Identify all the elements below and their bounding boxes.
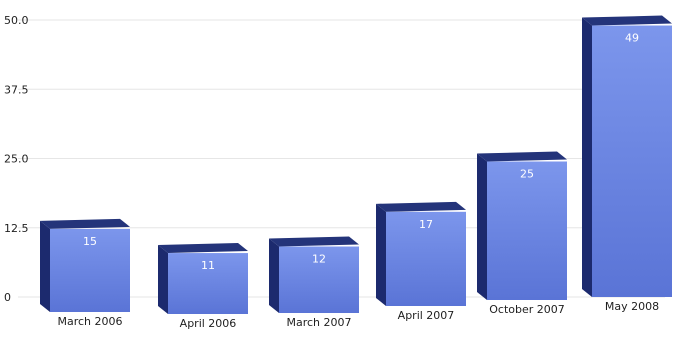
y-tick-label: 25.0	[4, 153, 29, 166]
y-axis-ticks: 0 12.5 25.0 37.5 50.0	[4, 14, 29, 304]
bar-side	[477, 153, 487, 300]
bar-value-label: 15	[83, 235, 97, 248]
x-tick-label: October 2007	[489, 303, 565, 316]
x-axis-labels: March 2006 April 2006 March 2007 April 2007…	[57, 300, 659, 330]
bar-front	[279, 246, 359, 313]
bar-side	[269, 238, 279, 313]
bar-value-label: 25	[520, 168, 534, 181]
bar-front	[50, 228, 130, 312]
bar-value-label: 49	[625, 32, 639, 45]
bar-front	[386, 211, 466, 306]
bar-top	[582, 15, 672, 26]
x-tick-label: March 2007	[286, 316, 351, 329]
bar-6: 49	[582, 15, 672, 297]
x-tick-label: March 2006	[57, 315, 122, 328]
x-tick-label: April 2006	[180, 317, 237, 330]
x-tick-label: April 2007	[398, 309, 455, 322]
y-tick-label: 0	[4, 291, 11, 304]
bar-side	[158, 245, 168, 314]
bar-top	[477, 151, 567, 162]
y-tick-label: 50.0	[4, 14, 29, 27]
bar-front	[592, 25, 672, 297]
bar-side	[582, 17, 592, 297]
bar-4: 17	[376, 201, 466, 306]
bar-1: 15	[40, 218, 130, 312]
x-tick-label: May 2008	[605, 300, 659, 313]
bar-value-label: 17	[419, 218, 433, 231]
bar-top	[376, 201, 466, 212]
y-tick-label: 37.5	[4, 83, 29, 96]
bar-front	[487, 161, 567, 300]
bar-side	[40, 220, 50, 312]
bar-value-label: 12	[312, 253, 326, 266]
bar-front	[168, 253, 248, 314]
bar-3: 12	[269, 236, 359, 313]
bar-value-label: 11	[201, 259, 215, 272]
bar-5: 25	[477, 151, 567, 300]
bar-2: 11	[158, 243, 248, 314]
bars: 15 11 12 17 25 49	[40, 15, 672, 314]
bar-top	[158, 243, 248, 254]
bar-top	[269, 236, 359, 247]
bar-top	[40, 218, 130, 229]
bar-side	[376, 203, 386, 306]
y-tick-label: 12.5	[4, 222, 29, 235]
